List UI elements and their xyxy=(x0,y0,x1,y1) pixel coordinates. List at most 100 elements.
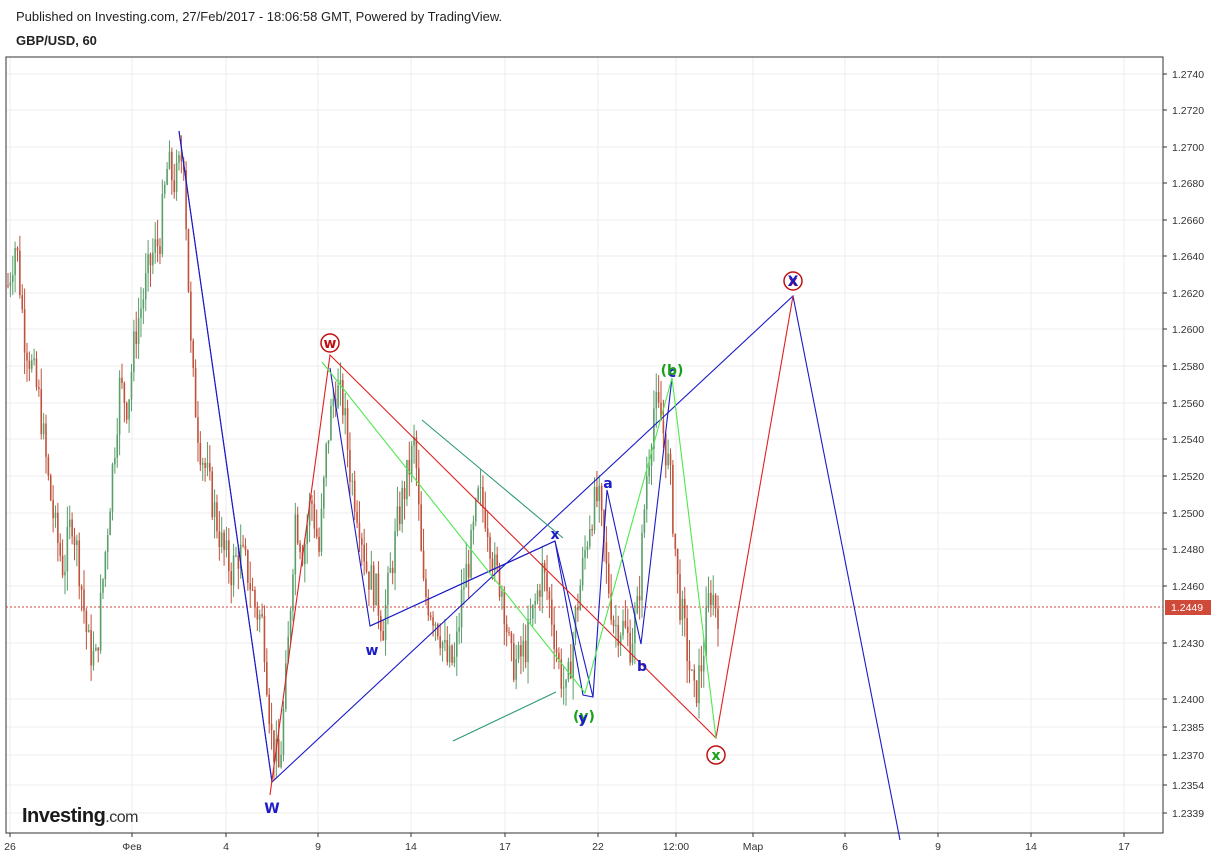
candle-body xyxy=(218,531,221,548)
candle-body xyxy=(574,607,577,639)
candle-body xyxy=(194,367,197,418)
candle-body xyxy=(206,462,209,468)
candle-body xyxy=(429,615,432,618)
candle-body xyxy=(534,600,536,605)
candle-body xyxy=(52,500,54,519)
candle-body xyxy=(35,358,38,388)
candle-body xyxy=(14,247,16,276)
candle-body xyxy=(156,239,159,247)
candle-body xyxy=(683,598,686,619)
candle-body xyxy=(356,511,358,523)
candle-body xyxy=(330,405,332,441)
candle-body xyxy=(83,589,85,611)
candle-body xyxy=(648,465,650,477)
candle-body xyxy=(23,309,26,353)
candle-body xyxy=(213,502,216,518)
candle-body xyxy=(539,590,541,597)
y-tick-label: 1.2620 xyxy=(1172,288,1204,300)
candle-body xyxy=(565,679,567,688)
candle-body xyxy=(244,545,247,551)
candle-body xyxy=(691,669,693,671)
candle-body xyxy=(717,608,719,629)
candle-body xyxy=(527,619,529,663)
candle-body xyxy=(71,519,73,537)
candle-body xyxy=(230,571,233,586)
candle-body xyxy=(353,480,356,512)
candle-body xyxy=(491,558,494,571)
candle-body xyxy=(427,597,430,616)
wave-label: w xyxy=(324,336,337,352)
candle-body xyxy=(626,626,629,633)
candle-body xyxy=(546,572,548,592)
candle-body xyxy=(220,532,223,548)
candle-body xyxy=(588,529,591,547)
candle-body xyxy=(660,402,662,421)
candle-body xyxy=(142,299,145,309)
candle-body xyxy=(695,680,698,704)
candle-body xyxy=(292,574,294,611)
candle-body xyxy=(681,598,684,621)
candle-body xyxy=(332,398,335,406)
candle-body xyxy=(249,583,252,590)
candle-body xyxy=(688,661,691,671)
candle-body xyxy=(57,512,59,543)
candle-body xyxy=(254,589,256,607)
candle-body xyxy=(175,162,178,193)
candle-body xyxy=(619,635,622,646)
candle-body xyxy=(344,408,346,416)
candle-body xyxy=(448,645,451,663)
candle-body xyxy=(460,589,463,628)
x-tick-label: 17 xyxy=(499,841,511,853)
candle-body xyxy=(477,488,479,500)
wave-lines xyxy=(178,130,901,841)
candle-body xyxy=(308,500,311,526)
candle-body xyxy=(161,194,164,254)
y-tick-label: 1.2385 xyxy=(1172,722,1204,734)
investing-logo: Investing.com xyxy=(22,805,138,827)
candle-body xyxy=(674,533,677,549)
candle-body xyxy=(406,459,408,500)
candle-body xyxy=(137,317,140,345)
wave-label: W xyxy=(264,801,279,817)
candle-body xyxy=(472,521,475,530)
candle-body xyxy=(389,567,392,573)
candle-body xyxy=(622,620,624,636)
y-tick-label: 1.2520 xyxy=(1172,471,1204,483)
y-tick-label: 1.2339 xyxy=(1172,808,1204,820)
candle-body xyxy=(624,620,627,627)
candle-body xyxy=(676,548,679,575)
candle-body xyxy=(399,506,401,525)
candle-body xyxy=(232,555,235,586)
x-tick-label: 6 xyxy=(842,841,848,853)
y-tick-label: 1.2370 xyxy=(1172,750,1204,762)
candle-body xyxy=(64,571,66,576)
candle-body xyxy=(140,308,142,318)
candle-body xyxy=(123,383,126,403)
candle-body xyxy=(529,618,532,620)
y-tick-label: 1.2680 xyxy=(1172,178,1204,190)
candle-body xyxy=(410,445,413,475)
x-tick-label: 14 xyxy=(1025,841,1037,853)
candle-body xyxy=(85,610,88,633)
candle-body xyxy=(380,615,382,632)
candle-body xyxy=(149,254,152,266)
candle-body xyxy=(237,555,240,569)
candle-body xyxy=(372,565,375,606)
candle-body xyxy=(593,486,596,531)
candle-body xyxy=(375,573,377,606)
candle-body xyxy=(679,574,681,621)
candle-body xyxy=(451,645,453,663)
candle-body xyxy=(560,659,563,689)
wave-label: a xyxy=(603,476,612,492)
candle-body xyxy=(434,624,437,626)
last-price-value: 1.2449 xyxy=(1171,602,1203,614)
candle-body xyxy=(479,487,482,489)
candle-body xyxy=(42,423,45,435)
candle-body xyxy=(629,632,631,663)
x-tick-label: 9 xyxy=(935,841,941,853)
candle-body xyxy=(304,544,306,565)
wave-line xyxy=(269,295,794,796)
candle-body xyxy=(313,503,316,529)
candle-body xyxy=(541,562,544,597)
